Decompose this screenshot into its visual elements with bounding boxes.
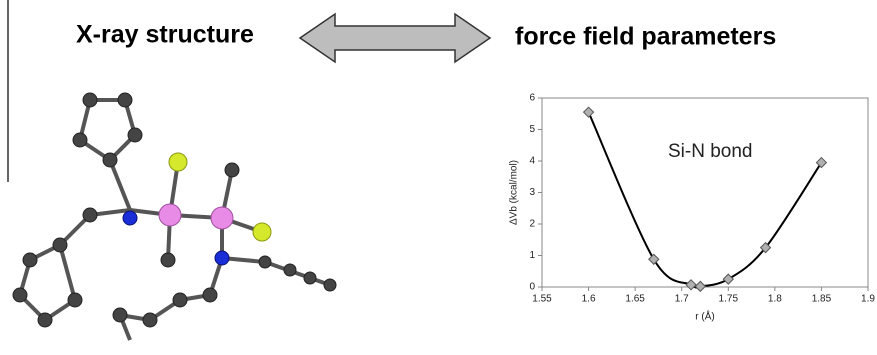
curve [589, 112, 822, 287]
y-tick-label: 2 [529, 219, 535, 230]
x-tick-label: 1.85 [812, 294, 832, 305]
x-tick-label: 1.8 [768, 294, 782, 305]
chart: 0 1 2 3 4 5 6 1.55 1.6 1.65 1.7 1.75 1.8 1.85 1.9 r (Å)… [509, 93, 876, 323]
y-tick-label: 6 [529, 93, 535, 104]
x-tick-label: 1.6 [582, 294, 596, 305]
y-tick-label: 1 [529, 250, 535, 261]
x-tick-label: 1.7 [675, 294, 689, 305]
figure: X-ray structure force field parameters 0… [0, 0, 877, 350]
annotation: Si-N bond [668, 141, 753, 162]
marker [723, 274, 733, 284]
x-axis-label: r (Å) [695, 310, 714, 323]
double-arrow [300, 14, 490, 62]
y-axis-label: ΔVb (kcal/mol) [509, 160, 520, 225]
x-tick-label: 1.9 [861, 294, 875, 305]
marker [686, 280, 696, 290]
y-tick-label: 3 [529, 187, 535, 198]
marker [695, 281, 705, 291]
x-tick-label: 1.55 [532, 294, 552, 305]
marker [649, 254, 659, 264]
right-heading: force field parameters [515, 23, 776, 51]
plot-frame [542, 98, 868, 287]
y-tick-label: 5 [529, 124, 535, 135]
y-tick-label: 0 [529, 282, 535, 293]
molecule [13, 93, 336, 340]
left-heading: X-ray structure [76, 21, 254, 49]
marker [584, 107, 594, 117]
y-tick-label: 4 [529, 156, 535, 167]
x-tick-label: 1.75 [719, 294, 739, 305]
x-tick-label: 1.65 [625, 294, 645, 305]
marker [816, 158, 826, 168]
